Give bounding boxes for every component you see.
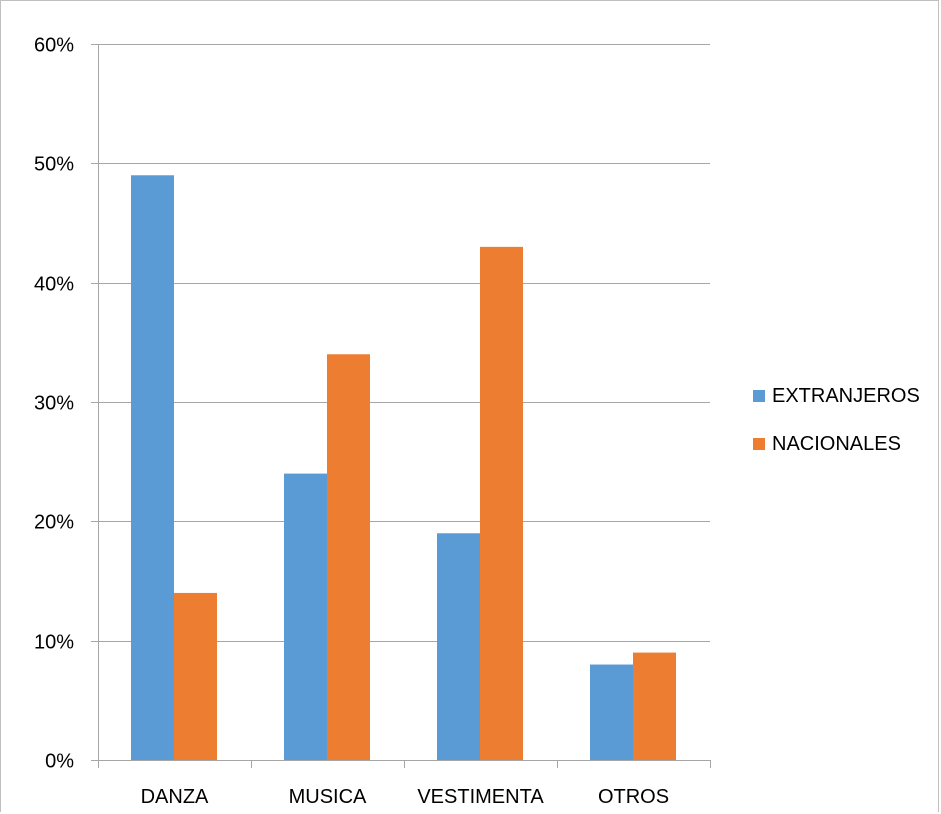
bar-nacionales-vestimenta — [480, 246, 523, 760]
bar-extranjeros-otros — [590, 664, 633, 760]
x-category-label: OTROS — [598, 786, 669, 808]
y-tick-label: 20% — [34, 512, 74, 534]
y-tick-label: 50% — [34, 154, 74, 176]
y-tick-label: 60% — [34, 35, 74, 57]
x-category-label: DANZA — [141, 786, 209, 808]
bar-nacionales-danza — [174, 592, 217, 760]
bar-nacionales-musica — [327, 354, 370, 760]
x-category-labels: DANZA MUSICA VESTIMENTA OTROS — [141, 786, 669, 808]
y-tick-labels: 0% 10% 20% 30% 40% 50% 60% — [34, 35, 74, 773]
legend-label-nacionales: NACIONALES — [772, 433, 901, 455]
bar-extranjeros-musica — [284, 473, 327, 760]
legend-swatch-extranjeros — [753, 390, 765, 402]
bar-extranjeros-danza — [131, 175, 174, 760]
gridlines — [98, 44, 710, 642]
y-tick-label: 40% — [34, 274, 74, 296]
legend-swatch-nacionales — [753, 438, 765, 450]
y-tick-label: 30% — [34, 393, 74, 415]
y-tick-label: 10% — [34, 632, 74, 654]
x-category-label: MUSICA — [289, 786, 367, 808]
legend-label-extranjeros: EXTRANJEROS — [772, 385, 920, 407]
legend: EXTRANJEROS NACIONALES — [753, 385, 920, 455]
axes — [91, 44, 711, 768]
bar-extranjeros-vestimenta — [437, 533, 480, 760]
y-tick-label: 0% — [45, 751, 74, 773]
bars — [131, 175, 676, 760]
bar-nacionales-otros — [633, 652, 676, 760]
x-category-label: VESTIMENTA — [417, 786, 544, 808]
